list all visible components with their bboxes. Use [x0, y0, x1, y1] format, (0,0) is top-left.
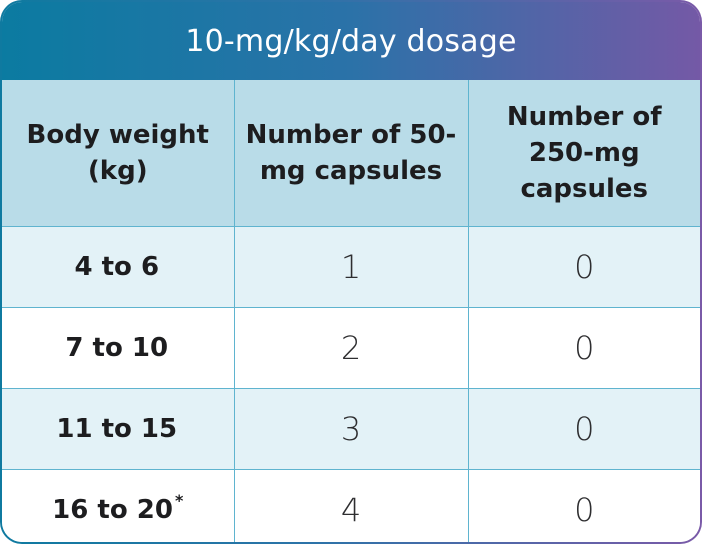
- table-row: 4 to 6 1 0: [2, 226, 700, 308]
- weight-value: 4 to 6: [74, 252, 160, 282]
- row-50mg-cell: 1: [234, 226, 469, 308]
- header-body-weight: Body weight (kg): [2, 80, 235, 227]
- footnote-marker: *: [174, 491, 184, 510]
- row-250mg-cell: 0: [468, 226, 700, 308]
- weight-value: 16 to 20: [52, 495, 173, 525]
- row-weight-cell: 4 to 6: [2, 226, 235, 308]
- row-50mg-cell: 2: [234, 307, 469, 389]
- row-weight-cell: 11 to 15: [2, 388, 235, 470]
- table-row: 11 to 15 3 0: [2, 388, 700, 470]
- header-50mg-capsules: Number of 50-mg capsules: [234, 80, 469, 227]
- table-row: 16 to 20 * 4 0: [2, 469, 700, 542]
- row-weight-cell: 16 to 20 *: [2, 469, 235, 542]
- row-weight-cell: 7 to 10: [2, 307, 235, 389]
- dosage-table: Body weight (kg) Number of 50-mg capsule…: [2, 80, 700, 542]
- header-250mg-capsules: Number of 250-mg capsules: [468, 80, 700, 227]
- row-50mg-cell: 4: [234, 469, 469, 542]
- row-250mg-cell: 0: [468, 388, 700, 470]
- weight-value: 7 to 10: [65, 333, 169, 363]
- dosage-title: 10-mg/kg/day dosage: [2, 2, 700, 80]
- table-header-row: Body weight (kg) Number of 50-mg capsule…: [2, 80, 700, 227]
- row-50mg-cell: 3: [234, 388, 469, 470]
- weight-value: 11 to 15: [56, 414, 178, 444]
- row-250mg-cell: 0: [468, 307, 700, 389]
- table-row: 7 to 10 2 0: [2, 307, 700, 389]
- row-250mg-cell: 0: [468, 469, 700, 542]
